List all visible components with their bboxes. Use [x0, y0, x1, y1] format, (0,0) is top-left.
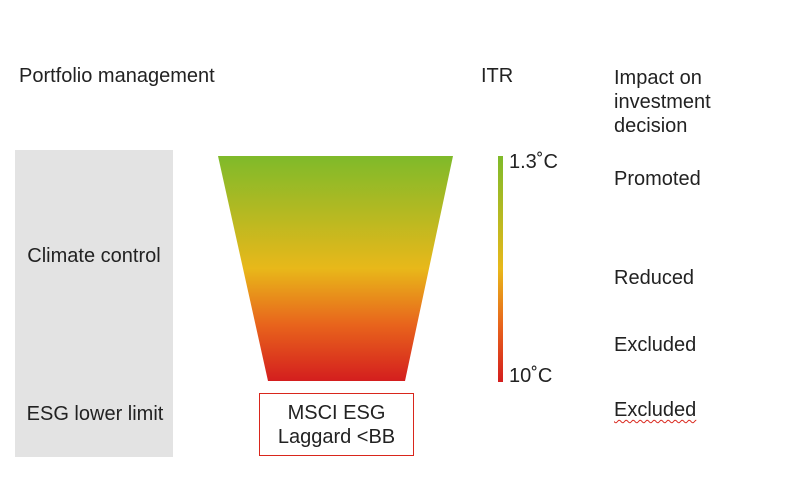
- impact-label: Reduced: [614, 267, 695, 289]
- itr-bar: [498, 156, 503, 382]
- funnel: [218, 156, 453, 381]
- funnel-box: MSCI ESG Laggard <BB: [259, 393, 414, 456]
- funnel-box-text: MSCI ESG Laggard <BB: [277, 401, 396, 448]
- header-itr: ITR: [481, 65, 514, 87]
- header-impact: Impact on investment decision: [614, 67, 711, 137]
- impact-label: Excluded: [614, 399, 697, 421]
- itr-bottom: 10˚C: [509, 365, 553, 387]
- header-portfolio: Portfolio management: [19, 65, 215, 87]
- row-esg: ESG lower limit: [26, 403, 164, 425]
- gray-panel: [15, 150, 173, 457]
- impact-label: Excluded: [614, 334, 697, 356]
- itr-top: 1.3˚C: [509, 151, 558, 173]
- impact-label: Promoted: [614, 168, 701, 190]
- row-climate: Climate control: [27, 245, 161, 267]
